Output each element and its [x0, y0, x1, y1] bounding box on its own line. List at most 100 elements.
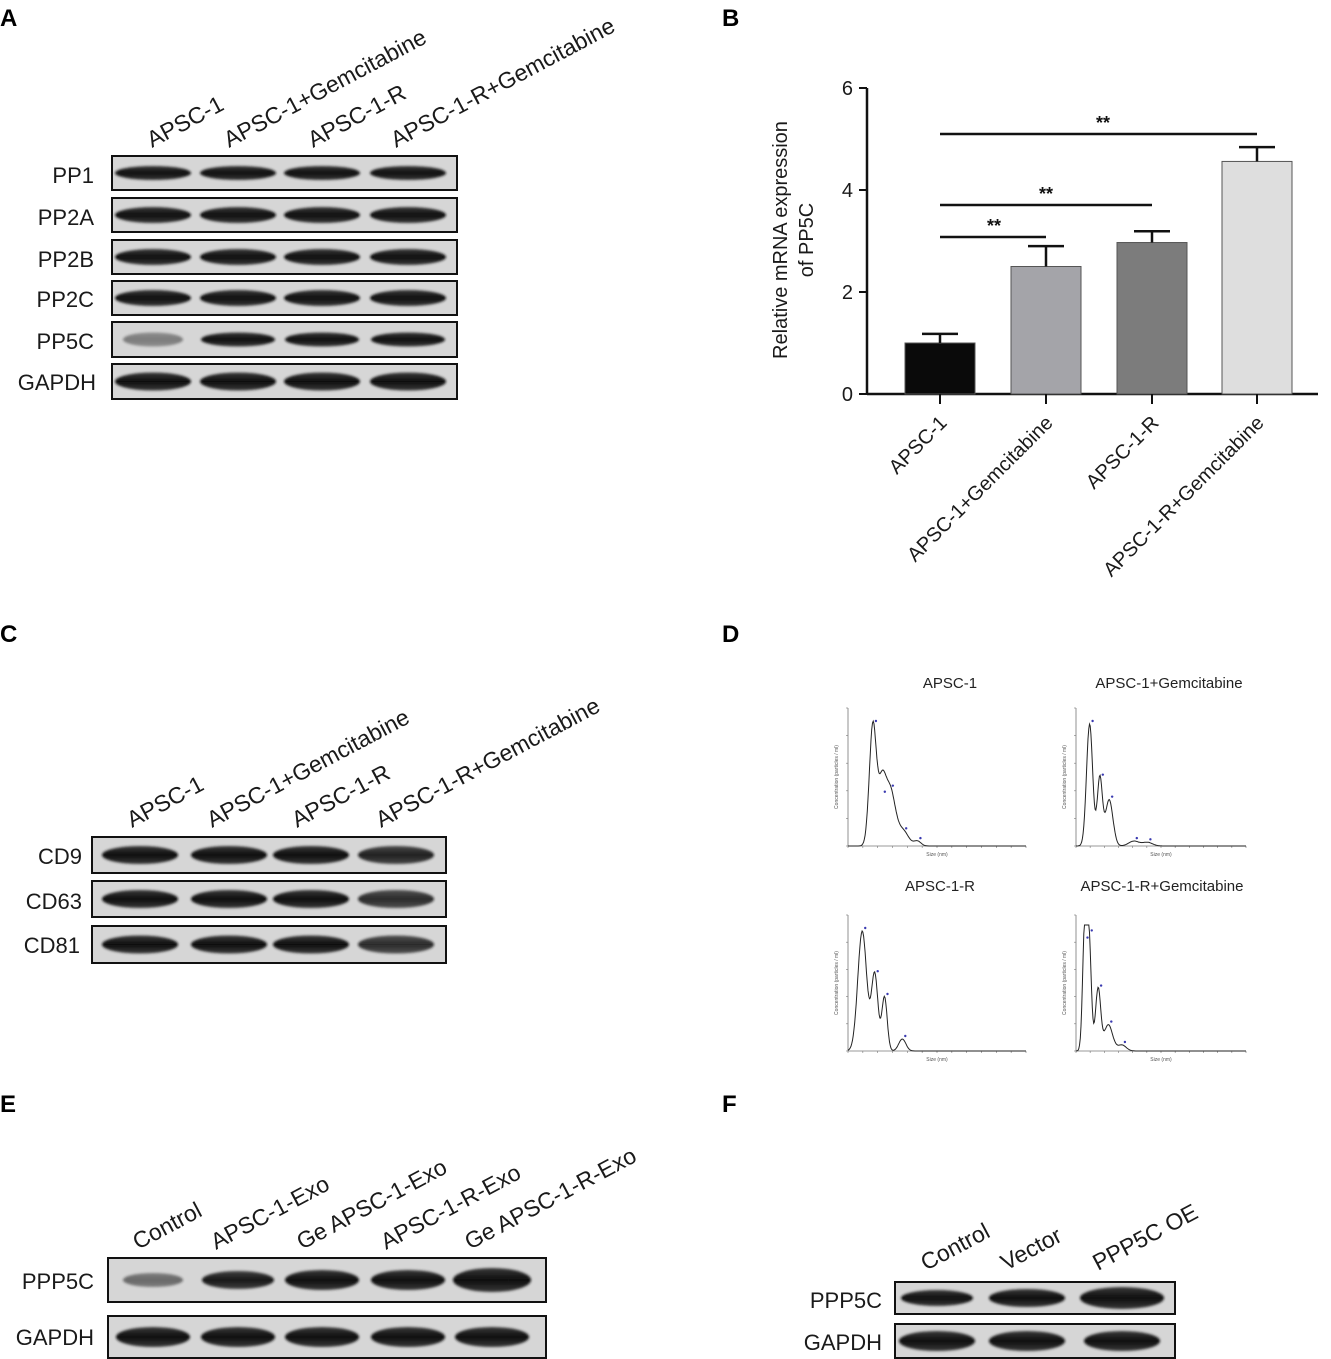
blot-strip [91, 925, 447, 964]
panel-c: C APSC-1 APSC-1+Gemcitabine APSC-1-R APS… [0, 621, 604, 964]
nta-plots: Concentration (particles / ml) Size (nm) C… [834, 707, 1247, 1063]
nta-peak-marker [874, 719, 878, 723]
blot-band [371, 1270, 445, 1290]
nta-xlabel: Size (nm) [926, 852, 948, 858]
blot-band [115, 166, 191, 180]
nta-ylabel: Concentration (particles / ml) [834, 951, 840, 1015]
nta-peak-marker [1090, 929, 1093, 932]
nta-peak-marker [919, 836, 922, 840]
blot-band [200, 207, 276, 223]
blot-band [358, 846, 434, 864]
blot-band [200, 372, 276, 391]
nta-peak-marker [864, 926, 867, 930]
blot-band [273, 935, 349, 954]
panel-letter-c: C [0, 621, 17, 648]
lane-label: APSC-1 [142, 90, 228, 152]
blot-band [284, 249, 360, 265]
row-label: CD63 [26, 889, 82, 914]
blot-band [102, 890, 178, 908]
nta-peak-marker [1123, 1040, 1127, 1044]
panel-e-blots [107, 1257, 547, 1359]
blot-band [1084, 1331, 1160, 1351]
blot-band [370, 290, 446, 306]
nta-plot: Concentration (particles / ml) Size (nm) [1062, 707, 1247, 858]
lane-label: APSC-1-R-Exo [376, 1159, 525, 1255]
blot-band [371, 1327, 445, 1347]
row-label: CD81 [24, 933, 80, 958]
nta-peak-marker [1149, 838, 1152, 841]
panel-d: D APSC-1 APSC-1+Gemcitabine APSC-1-R APS… [722, 621, 1247, 1063]
blot-strip [894, 1281, 1176, 1315]
blot-strip [107, 1257, 547, 1303]
panel-c-blots [91, 836, 447, 964]
blot-band [273, 846, 349, 864]
nta-title: APSC-1+Gemcitabine [1095, 675, 1242, 692]
nta-curve [1075, 924, 1246, 1052]
ylabel-line2: of PP5C [796, 203, 818, 277]
blot-strip [111, 197, 458, 233]
blot-band [284, 290, 360, 306]
blot-band [453, 1268, 531, 1292]
row-label: PPP5C [22, 1269, 94, 1294]
ylabel-line1: Relative mRNA expression [770, 121, 792, 359]
blot-band [273, 890, 349, 908]
nta-peak-marker [1091, 719, 1094, 723]
panel-letter-b: B [722, 5, 739, 32]
blot-band [201, 1327, 275, 1347]
panel-a-row-labels: PP1 PP2A PP2B PP2C PP5C GAPDH [18, 163, 96, 395]
blot-band [899, 1331, 975, 1351]
nta-ylabel: Concentration (particles / ml) [1062, 951, 1068, 1015]
blot-band [370, 166, 446, 180]
blot-band [989, 1331, 1065, 1351]
nta-peak-marker [1110, 795, 1114, 798]
lane-label: Control [916, 1218, 994, 1276]
blot-band [358, 890, 434, 908]
nta-curve [1076, 722, 1246, 847]
y-tick-label: 0 [842, 384, 853, 406]
blot-band [115, 207, 191, 223]
bar [904, 342, 976, 395]
nta-xlabel: Size (nm) [1150, 1057, 1172, 1063]
nta-title: APSC-1-R+Gemcitabine [1081, 878, 1244, 895]
nta-title: APSC-1-R [905, 878, 975, 895]
blot-band [123, 1273, 183, 1287]
row-label: PP1 [52, 163, 94, 188]
blot-band [201, 332, 275, 347]
row-label: PP2B [38, 247, 94, 272]
panel-e: E Control APSC-1-Exo Ge APSC-1-Exo APSC-… [0, 1091, 641, 1359]
nta-curve [848, 719, 1026, 847]
bar [1116, 242, 1188, 395]
nta-peak-marker [904, 827, 908, 830]
nta-curve [847, 929, 1026, 1052]
panel-f-row-labels: PPP5C GAPDH [804, 1288, 882, 1355]
blot-band [371, 332, 445, 347]
significance-label: ** [987, 216, 1001, 236]
blot-strip [91, 836, 447, 874]
blot-band [191, 935, 267, 954]
blot-band [200, 290, 276, 306]
y-tick-label: 2 [842, 282, 853, 304]
row-label: PPP5C [810, 1288, 882, 1313]
panel-f-blots [894, 1281, 1176, 1359]
row-label: PP5C [37, 329, 95, 354]
nta-peak-marker [876, 970, 879, 973]
blot-strip [111, 280, 458, 316]
row-label: GAPDH [804, 1330, 882, 1355]
blot-band [102, 935, 178, 954]
nta-peak-marker [1101, 773, 1105, 776]
lane-label: Control [128, 1197, 206, 1255]
blot-band [989, 1289, 1065, 1307]
nta-plot: Concentration (particles / ml) Size (nm) [1062, 914, 1247, 1063]
blot-band [285, 1327, 359, 1347]
nta-peak-marker [904, 1034, 907, 1038]
lane-label: PPP5C OE [1088, 1198, 1202, 1275]
y-tick-label: 4 [842, 180, 853, 202]
nta-peak-marker [1099, 984, 1103, 987]
y-tick-label: 6 [842, 78, 853, 100]
lane-label: APSC-1 [122, 770, 208, 832]
row-label: PP2C [37, 287, 95, 312]
blot-band [370, 372, 446, 391]
blot-strip [111, 155, 458, 191]
